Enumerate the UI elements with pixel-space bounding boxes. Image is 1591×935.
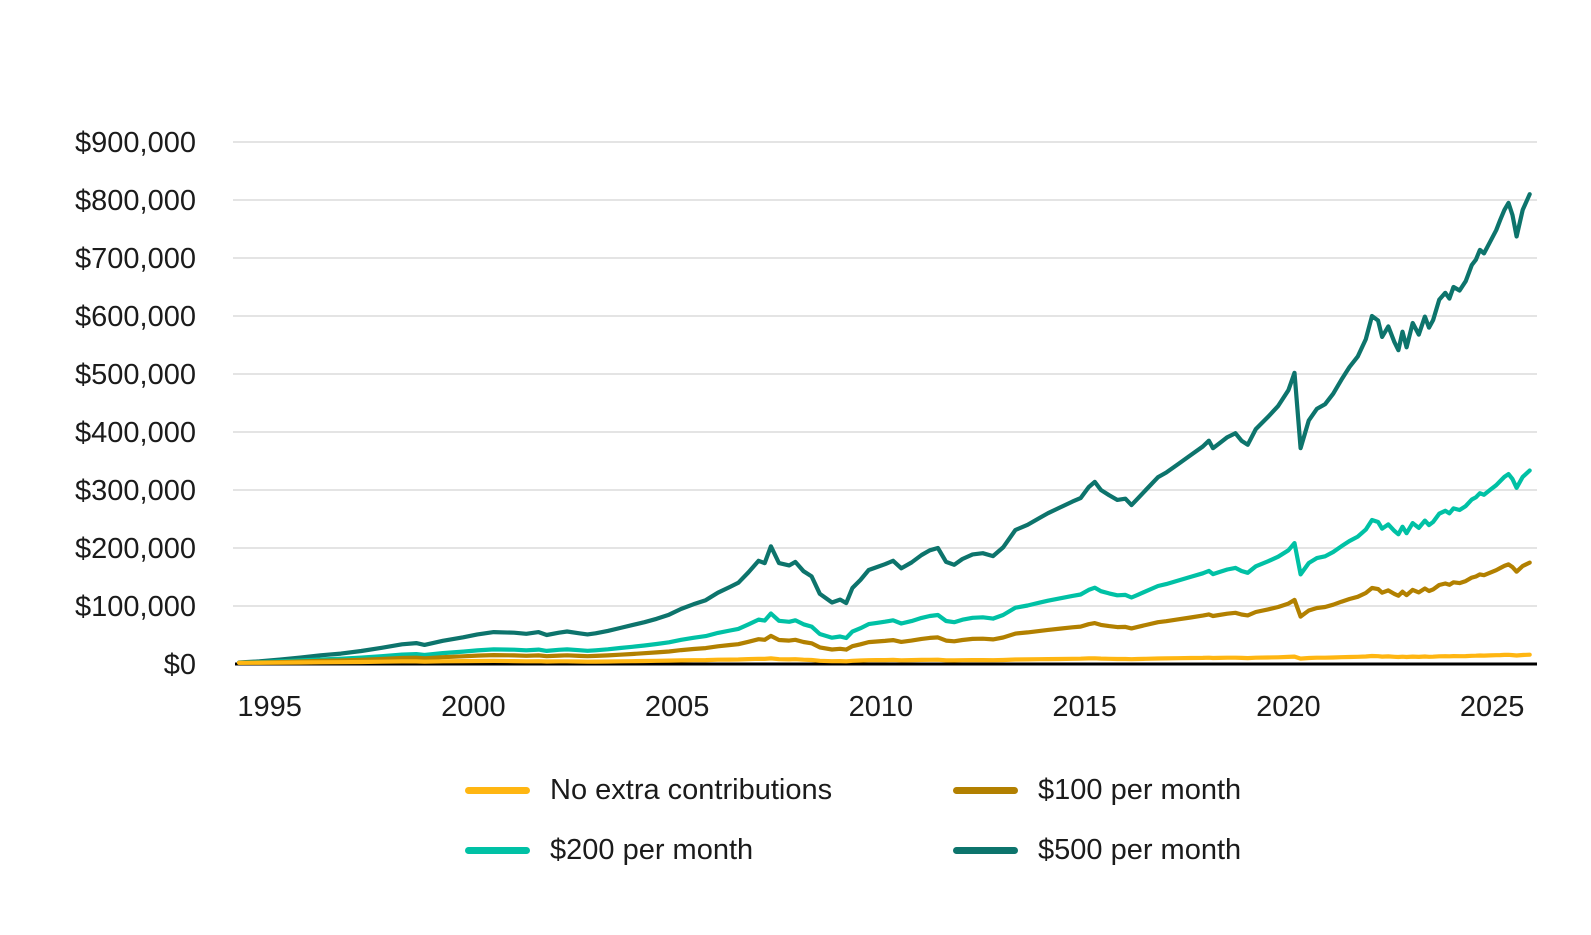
legend-label-500-per-month: $500 per month	[1038, 833, 1242, 866]
series-line-no-extra-contributions	[236, 652, 1532, 665]
y-axis-tick-label: $200,000	[75, 533, 196, 565]
legend-swatch-500-per-month	[953, 846, 1018, 854]
y-axis-tick-label: $500,000	[75, 359, 196, 391]
legend-item-no-extra-contributions: No extra contributions	[465, 773, 833, 806]
y-axis-tick-label: $600,000	[75, 301, 196, 333]
y-axis-tick-label: $700,000	[75, 243, 196, 275]
x-axis-tick-label: 2005	[645, 691, 710, 723]
x-axis-tick-label: 2000	[441, 691, 506, 723]
y-axis-tick-label: $800,000	[75, 185, 196, 217]
legend-label-200-per-month: $200 per month	[550, 833, 754, 866]
legend-item-100-per-month: $100 per month	[953, 773, 1242, 806]
y-axis-tick-label: $100,000	[75, 591, 196, 623]
legend-label-no-extra-contributions: No extra contributions	[550, 773, 833, 806]
legend-swatch-no-extra-contributions	[465, 786, 530, 794]
series-line-100-per-month	[236, 560, 1532, 665]
y-axis-tick-label: $0	[164, 649, 196, 681]
y-axis-tick-label: $400,000	[75, 417, 196, 449]
legend-swatch-100-per-month	[953, 786, 1018, 794]
y-axis-tick-label: $300,000	[75, 475, 196, 507]
growth-chart-svg: $0 $100,000 $200,000 $300,000 $400,000 $500,0…	[75, 127, 1537, 723]
series-line-500-per-month	[236, 192, 1532, 665]
series-line-200-per-month	[236, 468, 1532, 665]
legend-item-500-per-month: $500 per month	[953, 833, 1242, 866]
x-axis-tick-label: 2010	[849, 691, 914, 723]
legend-label-100-per-month: $100 per month	[1038, 773, 1242, 806]
y-axis-tick-label: $900,000	[75, 127, 196, 159]
x-axis-tick-label: 1995	[237, 691, 302, 723]
legend-swatch-200-per-month	[465, 846, 530, 854]
x-axis-tick-label: 2015	[1052, 691, 1117, 723]
legend-item-200-per-month: $200 per month	[465, 833, 754, 866]
x-axis-tick-label: 2025	[1460, 691, 1525, 723]
x-axis-tick-label: 2020	[1256, 691, 1321, 723]
